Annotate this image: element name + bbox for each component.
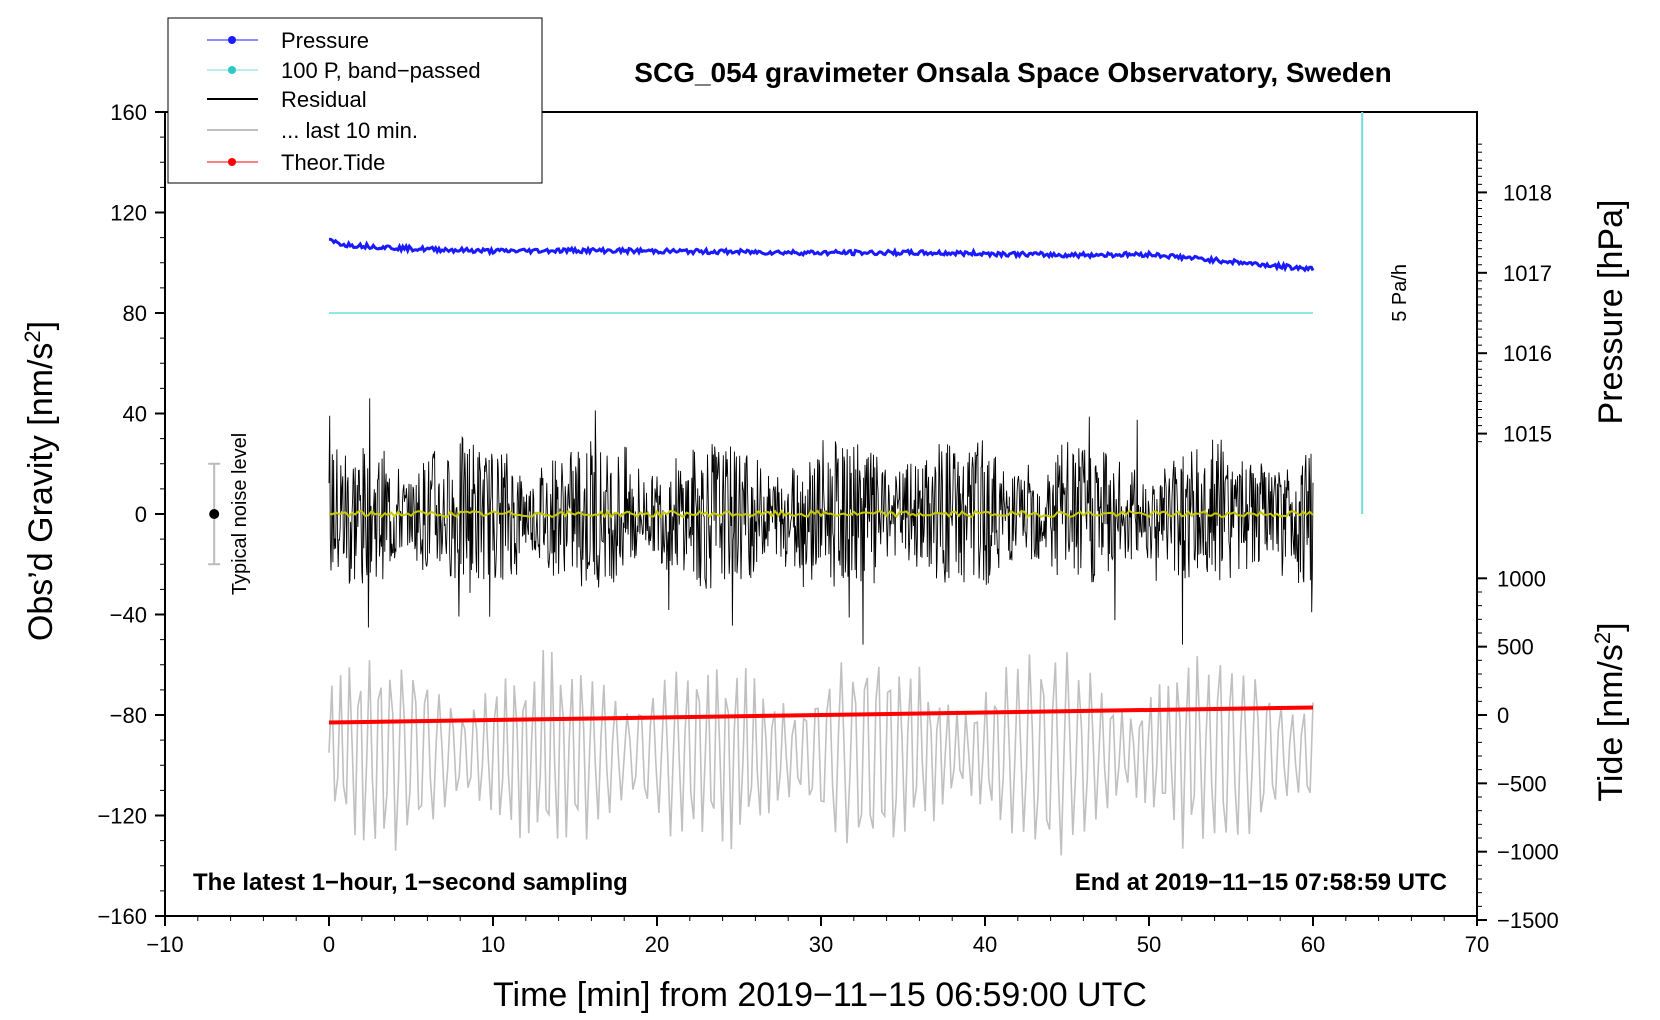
legend-label-bandpassed: 100 P, band−passed — [281, 58, 481, 83]
x-tick-label-2: 10 — [481, 932, 505, 957]
y-axis-title: Obs’d Gravity [nm/s2] — [20, 321, 60, 641]
tide-tick-label-2: 0 — [1497, 703, 1509, 728]
legend-item-bandpassed: 100 P, band−passed — [207, 58, 481, 83]
legend-marker-tide — [228, 158, 236, 166]
annotation-left: The latest 1−hour, 1−second sampling — [193, 869, 628, 896]
y-tick-label-7: 120 — [110, 201, 147, 226]
tide-tick-label-0: 1000 — [1497, 566, 1546, 591]
series-last10 — [328, 650, 1314, 856]
x-tick-label-0: −10 — [146, 932, 183, 957]
tide-axis-title-main: Tide [nm/s — [1592, 644, 1630, 801]
x-axis-title: Time [min] from 2019−11−15 06:59:00 UTC — [493, 976, 1147, 1014]
annotation-right: End at 2019−11−15 07:58:59 UTC — [1075, 869, 1447, 896]
tide-axis-title: Tide [nm/s2] — [1590, 622, 1630, 801]
legend-label-pressure: Pressure — [281, 28, 369, 53]
x-tick-label-6: 50 — [1137, 932, 1161, 957]
noise-label: Typical noise level — [229, 433, 251, 595]
pressure-tick-label-3: 1018 — [1503, 180, 1552, 205]
tide-tick-label-3: −500 — [1497, 771, 1547, 796]
x-tick-label-3: 20 — [645, 932, 669, 957]
legend-item-last10: ... last 10 min. — [207, 118, 418, 143]
pressure-tick-label-1: 1016 — [1503, 341, 1552, 366]
legend: Pressure 100 P, band−passed Residual ...… — [167, 17, 543, 184]
legend-label-residual: Residual — [281, 87, 367, 112]
series-residual — [328, 398, 1314, 645]
tide-tick-label-1: 500 — [1497, 635, 1534, 660]
pressure-tick-label-2: 1017 — [1503, 261, 1552, 286]
y-tick-label-0: −160 — [97, 904, 147, 929]
x-tick-label-8: 70 — [1465, 932, 1489, 957]
legend-label-last10: ... last 10 min. — [281, 118, 418, 143]
y-tick-label-2: −80 — [110, 703, 147, 728]
scale-bar: 5 Pa/h — [1361, 112, 1411, 514]
pressure-tick-label-0: 1015 — [1503, 422, 1552, 447]
x-tick-label-5: 40 — [973, 932, 997, 957]
y-tick-label-6: 80 — [123, 301, 147, 326]
legend-label-tide: Theor.Tide — [281, 150, 385, 175]
legend-box — [167, 17, 543, 184]
legend-item-tide: Theor.Tide — [207, 150, 385, 175]
tide-tick-label-4: −1000 — [1497, 840, 1559, 865]
y-tick-label-4: 0 — [135, 502, 147, 527]
noise-marker: Typical noise level — [208, 433, 251, 595]
y-axis-title-main: Obs’d Gravity [nm/s — [22, 343, 60, 642]
pressure-axis-title: Pressure [hPa] — [1592, 200, 1630, 425]
y-tick-label-1: −120 — [97, 804, 147, 829]
noise-dot — [209, 509, 220, 519]
x-tick-label-7: 60 — [1301, 932, 1325, 957]
y-axis-title-end: ] — [22, 321, 60, 330]
legend-marker-bandpassed — [228, 66, 236, 74]
series-smoothed — [328, 509, 1314, 519]
x-tick-label-1: 0 — [323, 932, 335, 957]
x-tick-label-4: 30 — [809, 932, 833, 957]
tide-axis-title-sup: 2 — [1590, 632, 1615, 644]
y-axis-title-sup: 2 — [20, 330, 45, 342]
y-tick-label-3: −40 — [110, 603, 147, 628]
chart-title: SCG_054 gravimeter Onsala Space Observat… — [634, 57, 1391, 88]
legend-item-residual: Residual — [207, 87, 367, 112]
tide-axis-title-end: ] — [1592, 622, 1630, 631]
series-tide — [328, 705, 1314, 725]
tide-tick-label-5: −1500 — [1497, 908, 1559, 933]
tick-labels: −10 0 10 20 30 40 50 60 70 −160 −120 −80 −40 0 40 80 120… — [97, 100, 1558, 957]
y-tick-label-8: 160 — [110, 100, 147, 125]
series-pressure — [328, 237, 1315, 273]
legend-marker-pressure — [228, 36, 236, 44]
scale-label: 5 Pa/h — [1389, 264, 1411, 322]
axes — [155, 111, 1487, 926]
y-tick-label-5: 40 — [123, 402, 147, 427]
legend-item-pressure: Pressure — [207, 28, 369, 53]
series-group — [328, 237, 1315, 856]
